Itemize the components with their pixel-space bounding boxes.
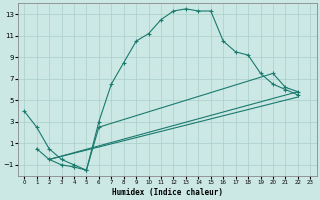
X-axis label: Humidex (Indice chaleur): Humidex (Indice chaleur)	[112, 188, 223, 197]
